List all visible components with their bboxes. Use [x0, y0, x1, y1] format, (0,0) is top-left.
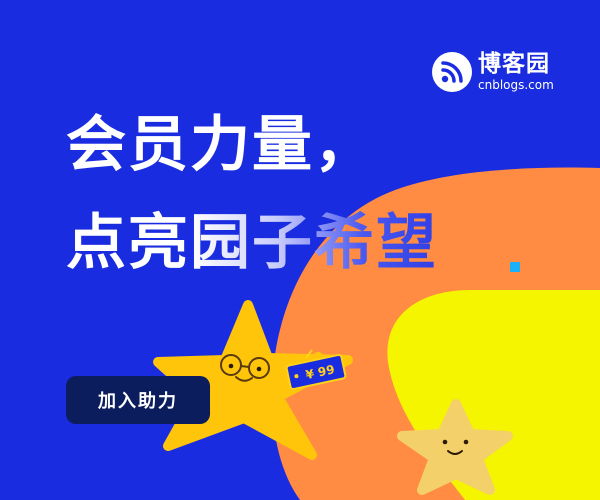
brand-name: 博客园 — [478, 51, 550, 77]
glasses-right-lens — [248, 357, 270, 379]
brand-logo[interactable]: 博客园 cnblogs.com — [432, 52, 554, 92]
headline-line-2-plain: 点亮 — [66, 208, 190, 278]
headline-line-1: 会员力量， — [66, 110, 376, 180]
headline-line-2-faded: 园子希望 — [190, 208, 438, 278]
rss-feed-icon — [432, 52, 472, 92]
glasses-left-lens — [220, 354, 242, 376]
accent-dot — [510, 262, 520, 272]
small-star-mascot — [397, 399, 513, 495]
price-tag: ¥ 99 — [285, 353, 347, 391]
headline-line-2: 点亮园子希望 — [66, 208, 438, 278]
join-button[interactable]: 加入助力 — [66, 376, 210, 424]
price-tag-text: ¥ 99 — [304, 362, 336, 382]
brand-domain: cnblogs.com — [478, 78, 554, 92]
